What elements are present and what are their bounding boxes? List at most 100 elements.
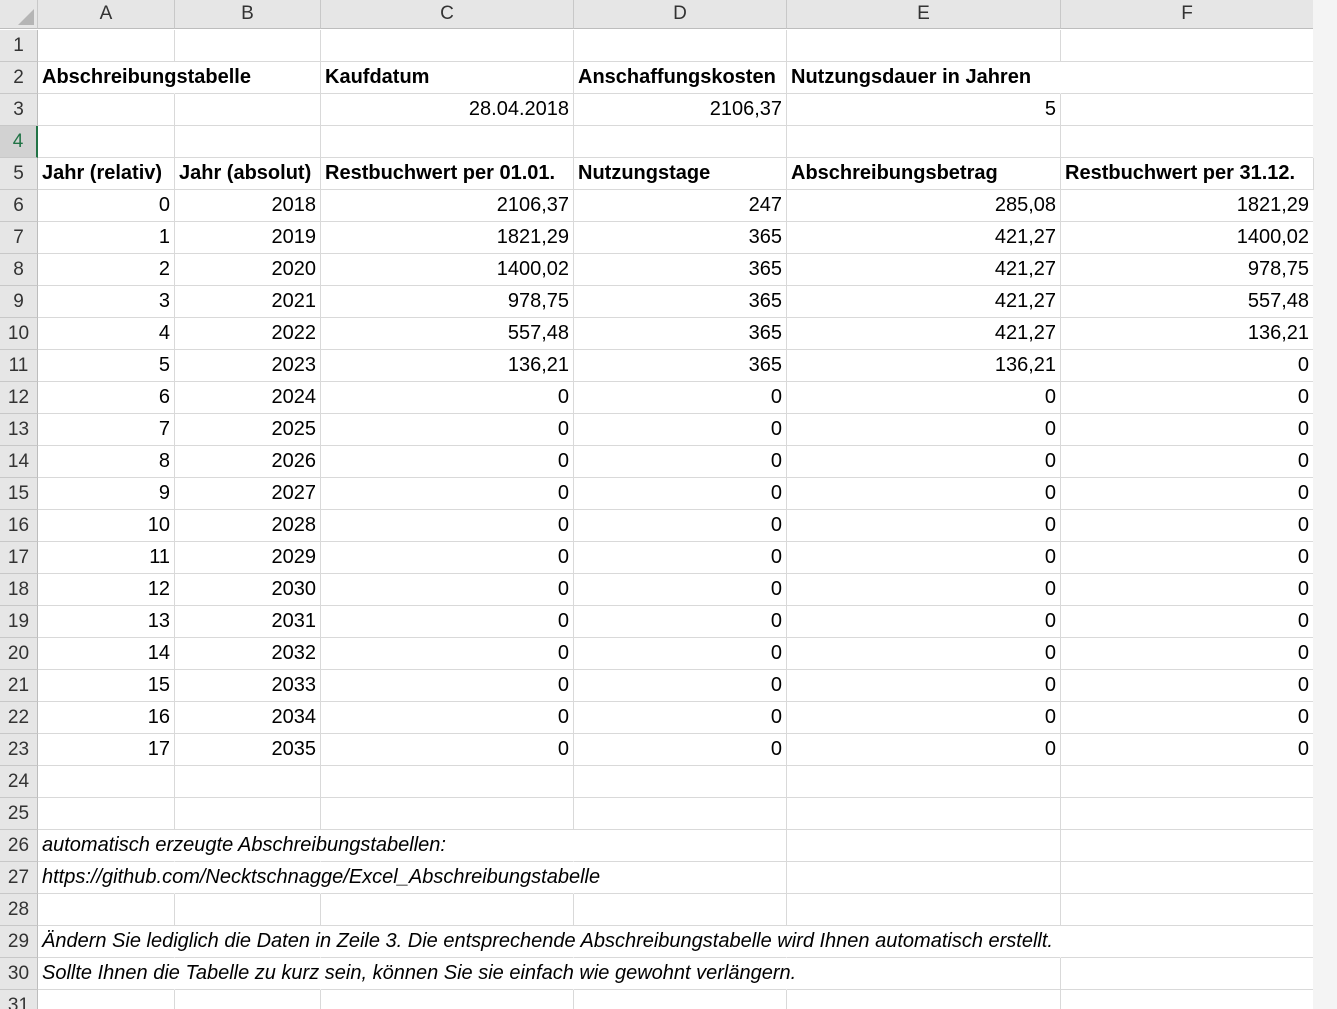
cell-b7[interactable]: 2019	[175, 222, 321, 254]
cell-d27[interactable]	[574, 862, 787, 894]
cell-a28[interactable]	[38, 894, 175, 926]
cell-b29[interactable]	[175, 926, 321, 958]
row-header-23[interactable]: 23	[0, 734, 38, 766]
cell-a30[interactable]: Sollte Ihnen die Tabelle zu kurz sein, k…	[38, 958, 796, 990]
cell-c16[interactable]: 0	[321, 510, 574, 542]
row-header-10[interactable]: 10	[0, 318, 38, 350]
row-header-19[interactable]: 19	[0, 606, 38, 638]
cell-a14[interactable]: 8	[38, 446, 175, 478]
cell-d17[interactable]: 0	[574, 542, 787, 574]
row-header-17[interactable]: 17	[0, 542, 38, 574]
cell-e15[interactable]: 0	[787, 478, 1061, 510]
cell-e18[interactable]: 0	[787, 574, 1061, 606]
cell-f2[interactable]	[1061, 62, 1314, 94]
cell-b5[interactable]: Jahr (absolut)	[175, 158, 321, 190]
cell-f9[interactable]: 557,48	[1061, 286, 1314, 318]
cell-f29[interactable]	[1061, 926, 1314, 958]
cell-d5[interactable]: Nutzungstage	[574, 158, 787, 190]
row-header-2[interactable]: 2	[0, 62, 38, 94]
cell-c1[interactable]	[321, 30, 574, 62]
cell-d31[interactable]	[574, 990, 787, 1009]
row-header-6[interactable]: 6	[0, 190, 38, 222]
row-header-27[interactable]: 27	[0, 862, 38, 894]
cell-f13[interactable]: 0	[1061, 414, 1314, 446]
cell-b14[interactable]: 2026	[175, 446, 321, 478]
cell-d20[interactable]: 0	[574, 638, 787, 670]
cell-c27[interactable]	[321, 862, 574, 894]
cell-e1[interactable]	[787, 30, 1061, 62]
cell-a10[interactable]: 4	[38, 318, 175, 350]
cell-b12[interactable]: 2024	[175, 382, 321, 414]
cell-a29[interactable]: Ändern Sie lediglich die Daten in Zeile …	[38, 926, 1053, 958]
cell-e5[interactable]: Abschreibungsbetrag	[787, 158, 1061, 190]
cell-f20[interactable]: 0	[1061, 638, 1314, 670]
cell-a13[interactable]: 7	[38, 414, 175, 446]
cell-f28[interactable]	[1061, 894, 1314, 926]
cell-e8[interactable]: 421,27	[787, 254, 1061, 286]
cell-f8[interactable]: 978,75	[1061, 254, 1314, 286]
cell-c12[interactable]: 0	[321, 382, 574, 414]
cell-a15[interactable]: 9	[38, 478, 175, 510]
cell-a26[interactable]: automatisch erzeugte Abschreibungstabell…	[38, 830, 446, 862]
row-header-21[interactable]: 21	[0, 670, 38, 702]
cell-b2[interactable]	[175, 62, 321, 94]
cell-b16[interactable]: 2028	[175, 510, 321, 542]
cell-b25[interactable]	[175, 798, 321, 830]
cell-f24[interactable]	[1061, 766, 1314, 798]
cell-e20[interactable]: 0	[787, 638, 1061, 670]
row-header-5[interactable]: 5	[0, 158, 38, 190]
cell-d29[interactable]	[574, 926, 787, 958]
cell-a9[interactable]: 3	[38, 286, 175, 318]
cell-d16[interactable]: 0	[574, 510, 787, 542]
cell-b1[interactable]	[175, 30, 321, 62]
cell-f7[interactable]: 1400,02	[1061, 222, 1314, 254]
cell-d8[interactable]: 365	[574, 254, 787, 286]
cell-f3[interactable]	[1061, 94, 1314, 126]
cell-b31[interactable]	[175, 990, 321, 1009]
cell-a6[interactable]: 0	[38, 190, 175, 222]
cell-e7[interactable]: 421,27	[787, 222, 1061, 254]
cell-c31[interactable]	[321, 990, 574, 1009]
cell-b19[interactable]: 2031	[175, 606, 321, 638]
cell-c7[interactable]: 1821,29	[321, 222, 574, 254]
vertical-scrollbar[interactable]	[1313, 0, 1337, 1009]
row-header-16[interactable]: 16	[0, 510, 38, 542]
cell-f12[interactable]: 0	[1061, 382, 1314, 414]
cell-f26[interactable]	[1061, 830, 1314, 862]
cell-d15[interactable]: 0	[574, 478, 787, 510]
cell-d23[interactable]: 0	[574, 734, 787, 766]
cell-e11[interactable]: 136,21	[787, 350, 1061, 382]
row-header-8[interactable]: 8	[0, 254, 38, 286]
cell-d10[interactable]: 365	[574, 318, 787, 350]
cell-c24[interactable]	[321, 766, 574, 798]
cell-c21[interactable]: 0	[321, 670, 574, 702]
select-all-button[interactable]	[0, 0, 38, 29]
cell-f15[interactable]: 0	[1061, 478, 1314, 510]
cell-f6[interactable]: 1821,29	[1061, 190, 1314, 222]
cell-e12[interactable]: 0	[787, 382, 1061, 414]
cell-a11[interactable]: 5	[38, 350, 175, 382]
column-header-e[interactable]: E	[787, 0, 1061, 29]
cell-b27[interactable]	[175, 862, 321, 894]
cell-e22[interactable]: 0	[787, 702, 1061, 734]
row-header-4[interactable]: 4	[0, 126, 38, 158]
row-header-29[interactable]: 29	[0, 926, 38, 958]
cell-a3[interactable]	[38, 94, 175, 126]
row-header-25[interactable]: 25	[0, 798, 38, 830]
cell-c29[interactable]	[321, 926, 574, 958]
cell-c2[interactable]: Kaufdatum	[321, 62, 574, 94]
cell-c13[interactable]: 0	[321, 414, 574, 446]
cell-b11[interactable]: 2023	[175, 350, 321, 382]
cell-f16[interactable]: 0	[1061, 510, 1314, 542]
cell-f18[interactable]: 0	[1061, 574, 1314, 606]
cell-d11[interactable]: 365	[574, 350, 787, 382]
cell-e6[interactable]: 285,08	[787, 190, 1061, 222]
cell-d1[interactable]	[574, 30, 787, 62]
row-header-1[interactable]: 1	[0, 30, 38, 62]
cell-c18[interactable]: 0	[321, 574, 574, 606]
cell-a2[interactable]: Abschreibungstabelle	[38, 62, 251, 94]
cell-e10[interactable]: 421,27	[787, 318, 1061, 350]
row-header-28[interactable]: 28	[0, 894, 38, 926]
row-header-15[interactable]: 15	[0, 478, 38, 510]
cell-b13[interactable]: 2025	[175, 414, 321, 446]
